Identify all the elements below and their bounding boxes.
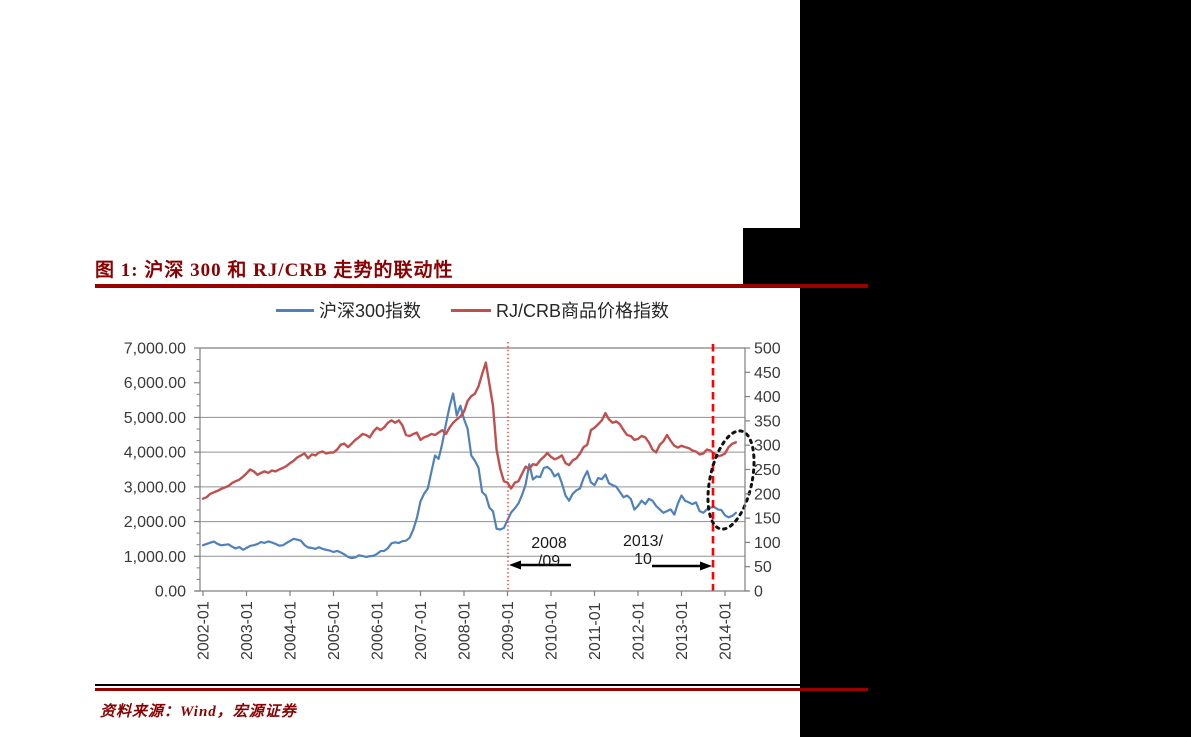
y-right-tick-label: 450 xyxy=(754,365,781,382)
y-right-tick-label: 250 xyxy=(754,462,781,479)
legend-label-csi300: 沪深300指数 xyxy=(318,301,422,321)
series-line-1 xyxy=(201,361,738,500)
x-tick-label: 2009-01 xyxy=(500,601,517,660)
annotation-2013-line2: 10 xyxy=(634,551,652,568)
x-tick-label: 2004-01 xyxy=(283,601,300,660)
x-tick-label: 2011-01 xyxy=(587,602,604,660)
y-left-tick-label: 1,000.00 xyxy=(124,549,186,566)
y-left-tick-label: 2,000.00 xyxy=(124,514,186,531)
x-tick-label: 2014-01 xyxy=(718,601,735,660)
annotations-group xyxy=(507,342,756,591)
gridlines-group xyxy=(200,347,745,557)
source-text: 资料来源：Wind，宏源证券 xyxy=(100,704,297,720)
series-line-0 xyxy=(201,392,738,560)
x-tick-label: 2002-01 xyxy=(196,601,213,660)
y-left-tick-label: 0.00 xyxy=(155,584,186,601)
y-left-tick-label: 7,000.00 xyxy=(124,341,186,358)
y-right-tick-label: 100 xyxy=(754,535,781,552)
bottom-black-line xyxy=(95,684,868,687)
arrow-2013-head-right xyxy=(700,561,712,571)
y-left-tick-label: 6,000.00 xyxy=(124,375,186,392)
y-left-tick-label: 4,000.00 xyxy=(124,445,186,462)
series-group xyxy=(201,361,738,560)
legend-label-crb: RJ/CRB商品价格指数 xyxy=(496,301,670,321)
annotation-2013-10: 2013/ 10 xyxy=(613,533,673,569)
legend-item-crb: RJ/CRB商品价格指数 xyxy=(451,297,669,323)
y-right-tick-label: 400 xyxy=(754,389,781,406)
axis-labels-group: 7,000.00 6,000.00 5,000.00 4,000.00 3,000.00… xyxy=(124,341,781,661)
y-right-tick-label: 50 xyxy=(754,559,772,576)
annotation-2013-line1: 2013/ xyxy=(622,533,664,550)
axes-group xyxy=(194,347,750,596)
highlight-ellipse xyxy=(706,429,756,531)
annotation-2008-line1: 2008 xyxy=(531,535,567,552)
y-right-tick-label: 200 xyxy=(754,486,781,503)
right-black-background xyxy=(800,0,1191,737)
y-left-tick-label: 5,000.00 xyxy=(124,410,186,427)
annotation-2008-line2: /09 xyxy=(537,553,561,570)
y-right-tick-label: 350 xyxy=(754,413,781,430)
x-tick-label: 2013-01 xyxy=(674,601,691,660)
y-right-tick-label: 300 xyxy=(754,438,781,455)
figure-title: 图 1: 沪深 300 和 RJ/CRB 走势的联动性 xyxy=(95,260,454,281)
title-rule xyxy=(95,284,868,288)
legend-item-csi300: 沪深300指数 xyxy=(275,297,422,323)
y-left-tick-label: 3,000.00 xyxy=(124,479,186,496)
arrow-2008-head-left xyxy=(509,560,521,570)
source-rule xyxy=(95,687,868,692)
csi300-line-swatch xyxy=(275,308,314,312)
y-right-tick-label: 500 xyxy=(754,341,781,358)
chart-legend: 沪深300指数 RJ/CRB商品价格指数 xyxy=(200,297,745,323)
y-right-tick-label: 150 xyxy=(754,511,781,528)
annotation-2008-09: 2008 /09 xyxy=(521,535,577,571)
x-tick-label: 2012-01 xyxy=(631,601,648,660)
black-strip-above-title-rule xyxy=(743,228,803,288)
crb-line-swatch xyxy=(451,308,492,312)
x-tick-label: 2005-01 xyxy=(326,601,343,660)
x-tick-label: 2008-01 xyxy=(457,601,474,660)
x-tick-label: 2006-01 xyxy=(370,601,387,660)
x-tick-label: 2007-01 xyxy=(413,601,430,660)
x-tick-label: 2010-01 xyxy=(544,601,561,660)
y-right-tick-label: 0 xyxy=(754,584,763,601)
x-tick-label: 2003-01 xyxy=(239,601,256,660)
